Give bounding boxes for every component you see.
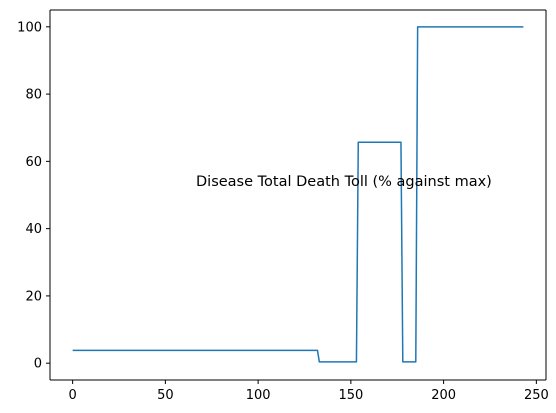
x-tick-label: 0 xyxy=(68,388,76,403)
y-tick-label: 60 xyxy=(25,155,42,170)
y-tick-label: 0 xyxy=(34,357,42,372)
x-tick-label: 200 xyxy=(431,388,456,403)
x-axis-ticks: 0 50 100 150 200 250 xyxy=(68,380,549,403)
y-tick-label: 20 xyxy=(25,289,42,304)
series-line-0 xyxy=(72,26,524,363)
x-tick-label: 250 xyxy=(524,388,549,403)
y-tick-label: 80 xyxy=(25,88,42,103)
y-tick-label: 100 xyxy=(17,20,42,35)
y-tick-label: 40 xyxy=(25,222,42,237)
x-tick-label: 50 xyxy=(157,388,174,403)
chart-annotation: Disease Total Death Toll (% against max) xyxy=(196,174,492,190)
y-axis-ticks: 0 20 40 60 80 100 xyxy=(17,20,50,372)
series-layer xyxy=(72,26,524,363)
x-tick-label: 100 xyxy=(246,388,271,403)
axes-layer xyxy=(49,9,547,381)
plot-area xyxy=(50,10,546,380)
x-tick-label: 150 xyxy=(338,388,363,403)
